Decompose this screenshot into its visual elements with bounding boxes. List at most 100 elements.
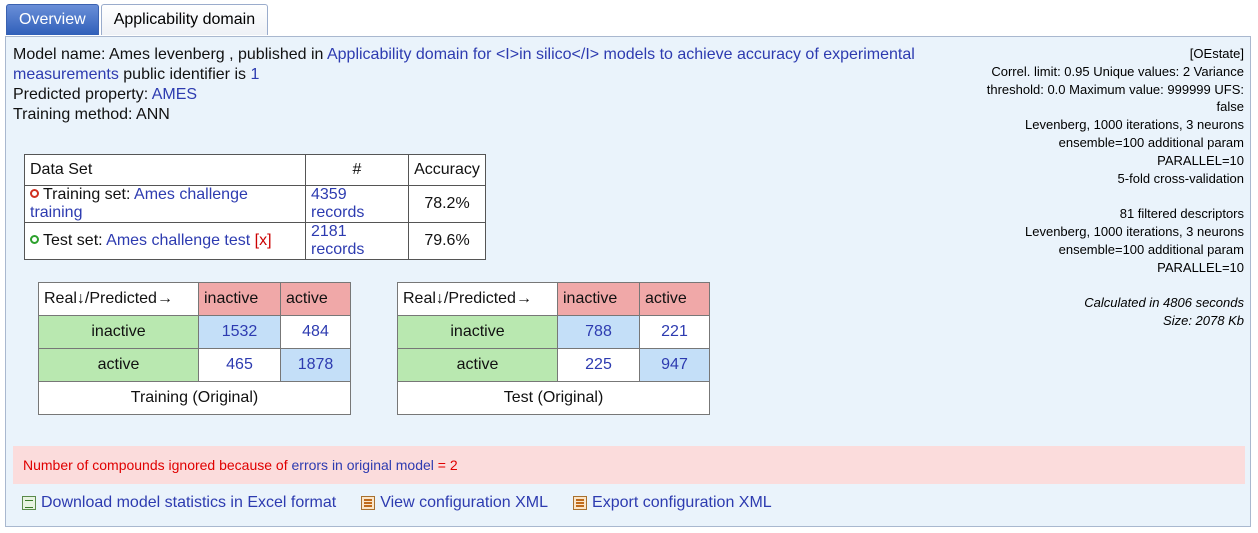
test-set-cell: Test set: Ames challenge test [x]: [24, 222, 306, 260]
table-row: Test set: Ames challenge test [x] 2181 r…: [24, 222, 486, 260]
col-header-dataset: Data Set: [24, 154, 306, 186]
config-line: Correl. limit: 0.95 Unique values: 2 Var…: [991, 63, 1244, 79]
training-records-cell: 4359 records: [305, 185, 409, 223]
col-header-count: #: [305, 154, 409, 186]
configuration-summary: [OEstate] Correl. limit: 0.95 Unique val…: [944, 45, 1244, 330]
matrix-axis-header: Real↓/Predicted→: [38, 282, 199, 316]
table-header-row: Data Set # Accuracy: [24, 154, 486, 186]
predicted-active-header: active: [639, 282, 710, 316]
config-line: threshold: 0.0 Maximum value: 999999 UFS…: [986, 81, 1244, 97]
predicted-inactive-header: inactive: [198, 282, 281, 316]
matrix-axis-header: Real↓/Predicted→: [397, 282, 558, 316]
matrix-header-row: Real↓/Predicted→ inactive active: [397, 282, 710, 316]
training-set-cell: Training set: Ames challenge training: [24, 185, 306, 223]
warning-count: = 2: [433, 457, 458, 473]
matrix-cell: 225: [557, 348, 640, 382]
test-records-link[interactable]: 2181 records: [311, 223, 365, 258]
table-row: Training set: Ames challenge training 43…: [24, 185, 486, 223]
ignored-compounds-warning: Number of compounds ignored because of e…: [13, 446, 1245, 484]
test-set-label: Test set:: [43, 232, 107, 249]
real-active-label: active: [38, 348, 199, 382]
identifier-label: public identifier is: [118, 66, 251, 83]
config-line: [944, 187, 1244, 205]
action-bar: Download model statistics in Excel forma…: [22, 494, 772, 512]
matrix-row: active 465 1878: [38, 348, 351, 382]
calculation-time: Calculated in 4806 seconds: [1084, 295, 1244, 311]
matrix-caption-row: Training (Original): [38, 381, 351, 415]
matrix-cell: 788: [557, 315, 640, 349]
training-set-label: Training set:: [43, 186, 135, 203]
matrix-cell-link[interactable]: 1532: [221, 323, 258, 340]
predicted-active-header: active: [280, 282, 351, 316]
matrix-cell: 947: [639, 348, 710, 382]
test-records-cell: 2181 records: [305, 222, 409, 260]
tab-bar: Overview Applicability domain: [6, 4, 270, 36]
test-confusion-matrix: Real↓/Predicted→ inactive active inactiv…: [397, 282, 710, 415]
config-line: [OEstate]: [1189, 46, 1244, 61]
real-inactive-label: inactive: [397, 315, 558, 349]
matrix-cell: 1878: [280, 348, 351, 382]
property-label: Predicted property:: [13, 86, 152, 103]
export-xml-action[interactable]: Export configuration XML: [573, 494, 772, 512]
config-line: PARALLEL=10: [1157, 152, 1244, 168]
matrix-cell: 484: [280, 315, 351, 349]
model-info: Model name: Ames levenberg , published i…: [13, 45, 943, 125]
dataset-table: Data Set # Accuracy Training set: Ames c…: [24, 154, 486, 260]
model-size: Size: 2078 Kb: [1163, 312, 1244, 328]
col-header-accuracy: Accuracy: [408, 154, 486, 186]
xml-document-icon: [361, 496, 376, 510]
matrix-cell-link[interactable]: 221: [661, 323, 688, 340]
download-excel-action[interactable]: Download model statistics in Excel forma…: [22, 494, 336, 512]
matrix-header-row: Real↓/Predicted→ inactive active: [38, 282, 351, 316]
config-line: Levenberg, 1000 iterations, 3 neurons: [1025, 223, 1244, 239]
training-confusion-matrix: Real↓/Predicted→ inactive active inactiv…: [38, 282, 351, 415]
matrix-row: inactive 788 221: [397, 315, 710, 349]
view-xml-action[interactable]: View configuration XML: [361, 494, 548, 512]
config-line: 5-fold cross-validation: [1117, 170, 1244, 186]
config-line: false: [1216, 99, 1244, 115]
real-inactive-label: inactive: [38, 315, 199, 349]
overview-panel: Model name: Ames levenberg , published i…: [5, 36, 1251, 527]
matrix-cell-link[interactable]: 788: [585, 323, 612, 340]
config-line: PARALLEL=10: [1157, 259, 1244, 275]
remove-test-set-button[interactable]: [x]: [254, 232, 272, 249]
training-records-link[interactable]: 4359 records: [311, 186, 365, 221]
matrix-row: inactive 1532 484: [38, 315, 351, 349]
export-xml-link[interactable]: Export configuration XML: [592, 494, 772, 511]
matrix-caption-row: Test (Original): [397, 381, 710, 415]
tab-applicability-domain[interactable]: Applicability domain: [100, 4, 269, 35]
matrix-cell: 1532: [198, 315, 281, 349]
model-name-text: Model name: Ames levenberg , published i…: [13, 46, 327, 63]
matrix-cell-link[interactable]: 484: [302, 323, 329, 340]
real-active-label: active: [397, 348, 558, 382]
errors-link[interactable]: errors in original model: [291, 457, 434, 473]
excel-icon: [22, 496, 36, 510]
matrix-caption: Test (Original): [397, 381, 710, 415]
view-xml-link[interactable]: View configuration XML: [380, 494, 549, 511]
training-set-link[interactable]: Ames challenge training: [30, 186, 248, 221]
tab-overview[interactable]: Overview: [6, 4, 99, 35]
training-marker-icon: [30, 189, 39, 199]
config-line: Levenberg, 1000 iterations, 3 neurons: [1025, 117, 1244, 133]
config-line: [944, 276, 1244, 294]
matrix-cell-link[interactable]: 1878: [297, 356, 334, 373]
training-accuracy: 78.2%: [408, 185, 486, 223]
matrix-row: active 225 947: [397, 348, 710, 382]
matrix-cell-link[interactable]: 465: [226, 356, 253, 373]
config-line: ensemble=100 additional param: [1058, 134, 1244, 150]
training-method: Training method: ANN: [13, 106, 170, 123]
publication-link[interactable]: Applicability domain for <I>in silico</I…: [13, 46, 915, 83]
matrix-cell-link[interactable]: 947: [661, 356, 688, 373]
warning-text: Number of compounds ignored because of: [23, 457, 292, 473]
matrix-cell: 221: [639, 315, 710, 349]
test-marker-icon: [30, 235, 39, 245]
matrix-cell: 465: [198, 348, 281, 382]
config-line: ensemble=100 additional param: [1058, 241, 1244, 257]
download-excel-link[interactable]: Download model statistics in Excel forma…: [41, 494, 337, 511]
property-link[interactable]: AMES: [151, 86, 198, 103]
matrix-cell-link[interactable]: 225: [585, 356, 612, 373]
test-set-link[interactable]: Ames challenge test: [106, 232, 251, 249]
identifier-link[interactable]: 1: [250, 66, 260, 83]
xml-document-icon: [573, 496, 588, 510]
predicted-inactive-header: inactive: [557, 282, 640, 316]
